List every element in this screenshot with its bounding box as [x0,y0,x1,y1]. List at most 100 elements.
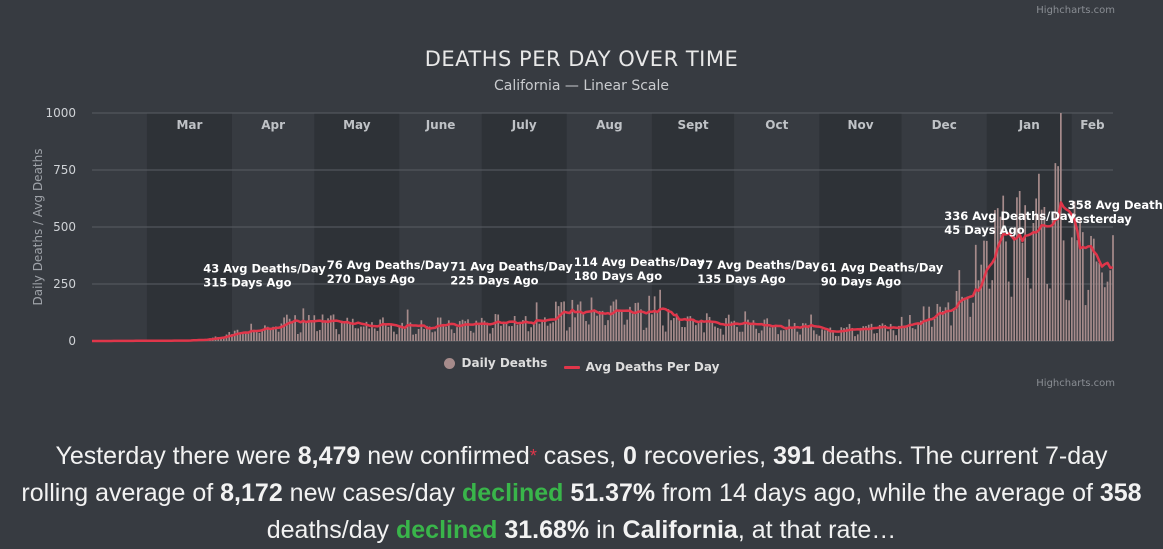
daily-deaths-bar [607,320,609,341]
daily-deaths-bar [418,329,420,341]
daily-deaths-bar [415,334,417,341]
daily-deaths-bar [503,322,505,341]
daily-deaths-bar [547,326,549,341]
daily-deaths-bar [1046,284,1048,341]
deaths-trend: declined [396,516,497,544]
daily-deaths-bar [580,301,582,341]
daily-deaths-bar [1071,237,1073,341]
daily-deaths-bar [604,325,606,341]
daily-deaths-bar [1027,278,1029,341]
daily-deaths-bar [711,322,713,341]
daily-deaths-bar [703,332,705,341]
daily-deaths-bar [1112,235,1114,341]
legend-item-avg-deaths[interactable]: Avg Deaths Per Day [564,360,720,374]
daily-deaths-bar [412,335,414,341]
month-label: Mar [176,118,202,132]
daily-deaths-bar [651,314,653,341]
daily-deaths-bar [624,325,626,341]
daily-deaths-bar [1005,241,1007,341]
daily-deaths-bar [404,329,406,341]
daily-deaths-bar [311,322,313,341]
daily-deaths-bar [700,320,702,341]
credit-bottom[interactable]: Highcharts.com [1036,378,1115,389]
confirmed-footnote-star[interactable]: * [530,446,537,466]
daily-deaths-bar [489,334,491,341]
daily-deaths-bar [854,336,856,341]
daily-deaths-bar [722,335,724,341]
daily-deaths-bar [1055,163,1057,341]
daily-deaths-bar [560,302,562,341]
daily-deaths-bar [871,324,873,341]
daily-deaths-bar [390,324,392,341]
daily-deaths-bar [972,303,974,341]
chart-legend: Daily Deaths Avg Deaths Per Day [0,356,1163,374]
daily-deaths-bar [626,320,628,341]
daily-deaths-bar [794,323,796,341]
daily-deaths-bar [678,318,680,341]
legend-item-daily-deaths[interactable]: Daily Deaths [444,356,548,370]
new-cases-value: 8,479 [298,442,361,470]
daily-deaths-bar [942,311,944,341]
annotation-label: 180 Days Ago [574,269,662,283]
daily-deaths-bar [335,329,337,341]
daily-deaths-bar [379,320,381,341]
daily-deaths-bar [497,315,499,341]
daily-deaths-bar [308,315,310,341]
daily-deaths-bar [969,317,971,341]
daily-deaths-bar [569,327,571,341]
avg-deaths-value: 358 [1100,479,1142,507]
daily-deaths-bar [1063,240,1065,341]
daily-deaths-bar [983,241,985,341]
daily-deaths-bar [470,331,472,341]
annotation-label: 225 Days Ago [450,273,538,287]
daily-deaths-bar [1041,210,1043,341]
daily-deaths-bar [239,334,241,341]
daily-deaths-bar [1076,240,1078,341]
daily-deaths-bar [947,302,949,341]
daily-deaths-bar [766,318,768,341]
month-label: Apr [261,118,285,132]
daily-deaths-bar [437,318,439,341]
daily-deaths-bar [1068,300,1070,341]
daily-deaths-bar [775,326,777,341]
daily-deaths-bar [665,332,667,341]
daily-deaths-bar [555,302,557,341]
daily-deaths-bar [322,315,324,341]
daily-deaths-bar [1011,297,1013,341]
daily-deaths-bar [385,324,387,341]
daily-deaths-bar [668,309,670,341]
daily-deaths-bar [890,324,892,341]
daily-deaths-bar [453,333,455,341]
daily-deaths-bar [393,332,395,341]
daily-deaths-bar [396,334,398,341]
daily-deaths-bar [585,321,587,341]
annotation-label: 358 Avg Deaths/Day [1068,198,1163,212]
daily-deaths-bar [445,327,447,341]
daily-deaths-bar [698,323,700,341]
annotation-label: 71 Avg Deaths/Day [450,259,573,273]
daily-deaths-bar [1033,223,1035,341]
daily-deaths-bar [893,330,895,341]
daily-deaths-bar [706,313,708,341]
daily-deaths-bar [434,331,436,341]
daily-deaths-bar [530,327,532,341]
month-label: July [511,118,537,132]
month-label: Oct [765,118,788,132]
daily-deaths-bar [495,314,497,341]
daily-deaths-bar [302,308,304,341]
daily-deaths-bar [857,334,859,341]
daily-deaths-bar [1022,243,1024,341]
summary-fragment: deaths/day [267,516,396,544]
daily-deaths-bar [333,314,335,341]
daily-deaths-bar [816,334,818,341]
daily-deaths-bar [640,309,642,341]
daily-deaths-bar [755,329,757,341]
daily-deaths-bar [1101,272,1103,341]
daily-deaths-bar [1107,282,1109,341]
daily-deaths-bar [1038,174,1040,341]
daily-deaths-bar [761,330,763,341]
daily-deaths-bar [813,330,815,341]
daily-deaths-bar [431,332,433,341]
daily-deaths-bar [1030,289,1032,341]
daily-deaths-bar [989,289,991,341]
